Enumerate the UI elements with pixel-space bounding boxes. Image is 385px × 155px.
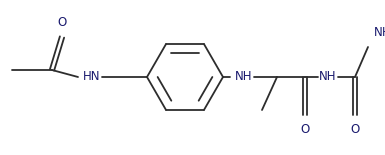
Text: NH: NH — [319, 71, 337, 84]
Text: O: O — [350, 123, 360, 136]
Text: NH: NH — [235, 71, 253, 84]
Text: O: O — [57, 16, 67, 29]
Text: NH$_2$: NH$_2$ — [373, 26, 385, 41]
Text: O: O — [300, 123, 310, 136]
Text: HN: HN — [83, 71, 101, 84]
